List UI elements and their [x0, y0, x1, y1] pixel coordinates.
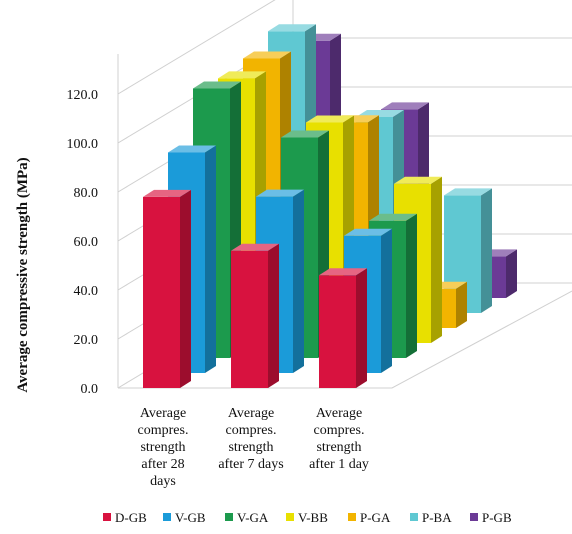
gridline — [117, 0, 276, 95]
bar-top — [381, 102, 429, 110]
y-tick-label: 20.0 — [74, 333, 99, 348]
legend: D-GB V-GB V-GA V-BB P-GA P-BA P-GB — [103, 510, 512, 525]
bars — [143, 24, 517, 388]
bar — [143, 189, 191, 388]
legend-label: P-GA — [360, 510, 391, 525]
x-axis-categories: Average compres. strength after 28 days Avera… — [138, 406, 369, 489]
y-tick-label: 60.0 — [74, 235, 99, 250]
bar-side — [205, 145, 216, 373]
y-tick-label: 40.0 — [74, 284, 99, 299]
legend-swatch — [103, 513, 111, 521]
legend-swatch — [470, 513, 478, 521]
legend-swatch — [225, 513, 233, 521]
y-tick-label: 80.0 — [74, 186, 99, 201]
bar-side — [506, 249, 517, 298]
bar-top — [306, 115, 354, 123]
legend-swatch — [410, 513, 418, 521]
bar-side — [481, 188, 492, 313]
bar-top — [218, 71, 266, 79]
floor-edge — [118, 290, 572, 389]
y-tick-label: 100.0 — [67, 137, 99, 152]
bar-side — [268, 243, 279, 388]
bar-top — [193, 81, 241, 89]
bar-top — [394, 176, 442, 184]
x-category-label: Average compres. strength after 7 days — [218, 406, 283, 472]
bar-front — [231, 250, 268, 388]
bar-side — [356, 268, 367, 388]
legend-swatch — [163, 513, 171, 521]
bar-side — [431, 176, 442, 343]
bar-top — [268, 24, 316, 32]
bar-top — [143, 189, 191, 197]
bar-side — [180, 189, 191, 388]
legend-label: P-BA — [422, 510, 452, 525]
legend-label: D-GB — [115, 510, 147, 525]
y-tick-label: 120.0 — [67, 88, 99, 103]
bar-side — [406, 213, 417, 358]
bar — [231, 243, 279, 388]
bar-side — [456, 281, 467, 328]
bar-front — [143, 196, 180, 388]
bar — [319, 268, 367, 388]
bar-top — [243, 51, 291, 59]
bar-front — [319, 275, 356, 388]
legend-label: V-GB — [175, 510, 206, 525]
bar-top — [344, 228, 392, 236]
bar-top — [231, 243, 279, 251]
legend-swatch — [348, 513, 356, 521]
bar-side — [293, 189, 304, 373]
bar-top — [369, 213, 417, 221]
y-tick-label: 0.0 — [81, 382, 99, 397]
legend-label: V-GA — [237, 510, 269, 525]
y-axis-ticks: 0.0 20.0 40.0 60.0 80.0 100.0 120.0 — [67, 88, 99, 397]
x-category-label: Average compres. strength after 28 days — [138, 406, 189, 489]
bar-top — [281, 130, 329, 138]
y-axis-label: Average compressive strength (MPa) — [15, 157, 31, 392]
legend-label: P-GB — [482, 510, 512, 525]
legend-swatch — [286, 513, 294, 521]
bar-top — [319, 268, 367, 276]
legend-label: V-BB — [298, 510, 328, 525]
bar-side — [381, 228, 392, 373]
bar-top — [168, 145, 216, 153]
x-category-label: Average compres. strength after 1 day — [309, 406, 369, 472]
bar-top — [444, 188, 492, 196]
bar-top — [256, 189, 304, 197]
